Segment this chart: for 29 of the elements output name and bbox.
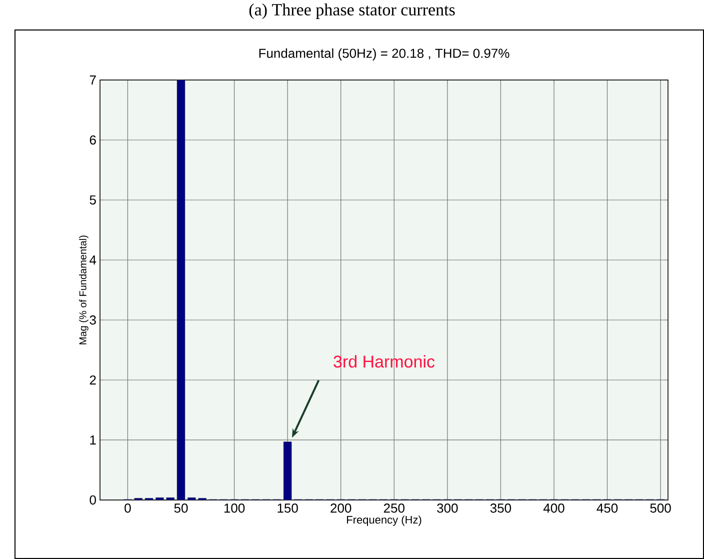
bar xyxy=(156,497,164,500)
y-tick-label: 6 xyxy=(90,135,96,145)
annotation: 3rd Harmonic xyxy=(334,355,435,368)
y-tick-label: 7 xyxy=(90,76,96,84)
y-tick-label: 0 xyxy=(90,495,96,505)
chart-title: (a) Three phase stator currents xyxy=(249,4,455,19)
x-tick-label: 500 xyxy=(650,504,671,513)
y-tick-label: 4 xyxy=(90,256,96,264)
x-axis-title: Frequency (Hz) xyxy=(347,516,422,526)
y-tick-label: 1 xyxy=(90,436,96,444)
x-tick-label: 300 xyxy=(437,504,458,513)
chart-subtitle: Fundamental (50Hz) = 20.18 , THD= 0.97% xyxy=(259,48,510,60)
y-tick-label: 5 xyxy=(90,195,96,205)
x-tick-label: 200 xyxy=(330,504,352,513)
x-tick-label: 50 xyxy=(174,504,188,513)
x-tick-label: 400 xyxy=(543,504,564,513)
y-tick-label: 2 xyxy=(90,375,96,385)
x-tick-label: 150 xyxy=(278,504,298,513)
x-tick-label: 350 xyxy=(490,504,512,513)
x-tick-label: 100 xyxy=(224,504,245,513)
y-axis-title: Mag (% of Fundamental) xyxy=(79,236,88,344)
bar xyxy=(166,497,174,500)
bar xyxy=(176,80,186,500)
bar xyxy=(188,497,196,500)
y-tick-label: 3 xyxy=(90,315,96,325)
x-tick-label: 450 xyxy=(596,504,618,513)
bar xyxy=(283,442,292,500)
x-tick-label: 250 xyxy=(384,504,404,513)
x-tick-label: 0 xyxy=(124,504,131,513)
